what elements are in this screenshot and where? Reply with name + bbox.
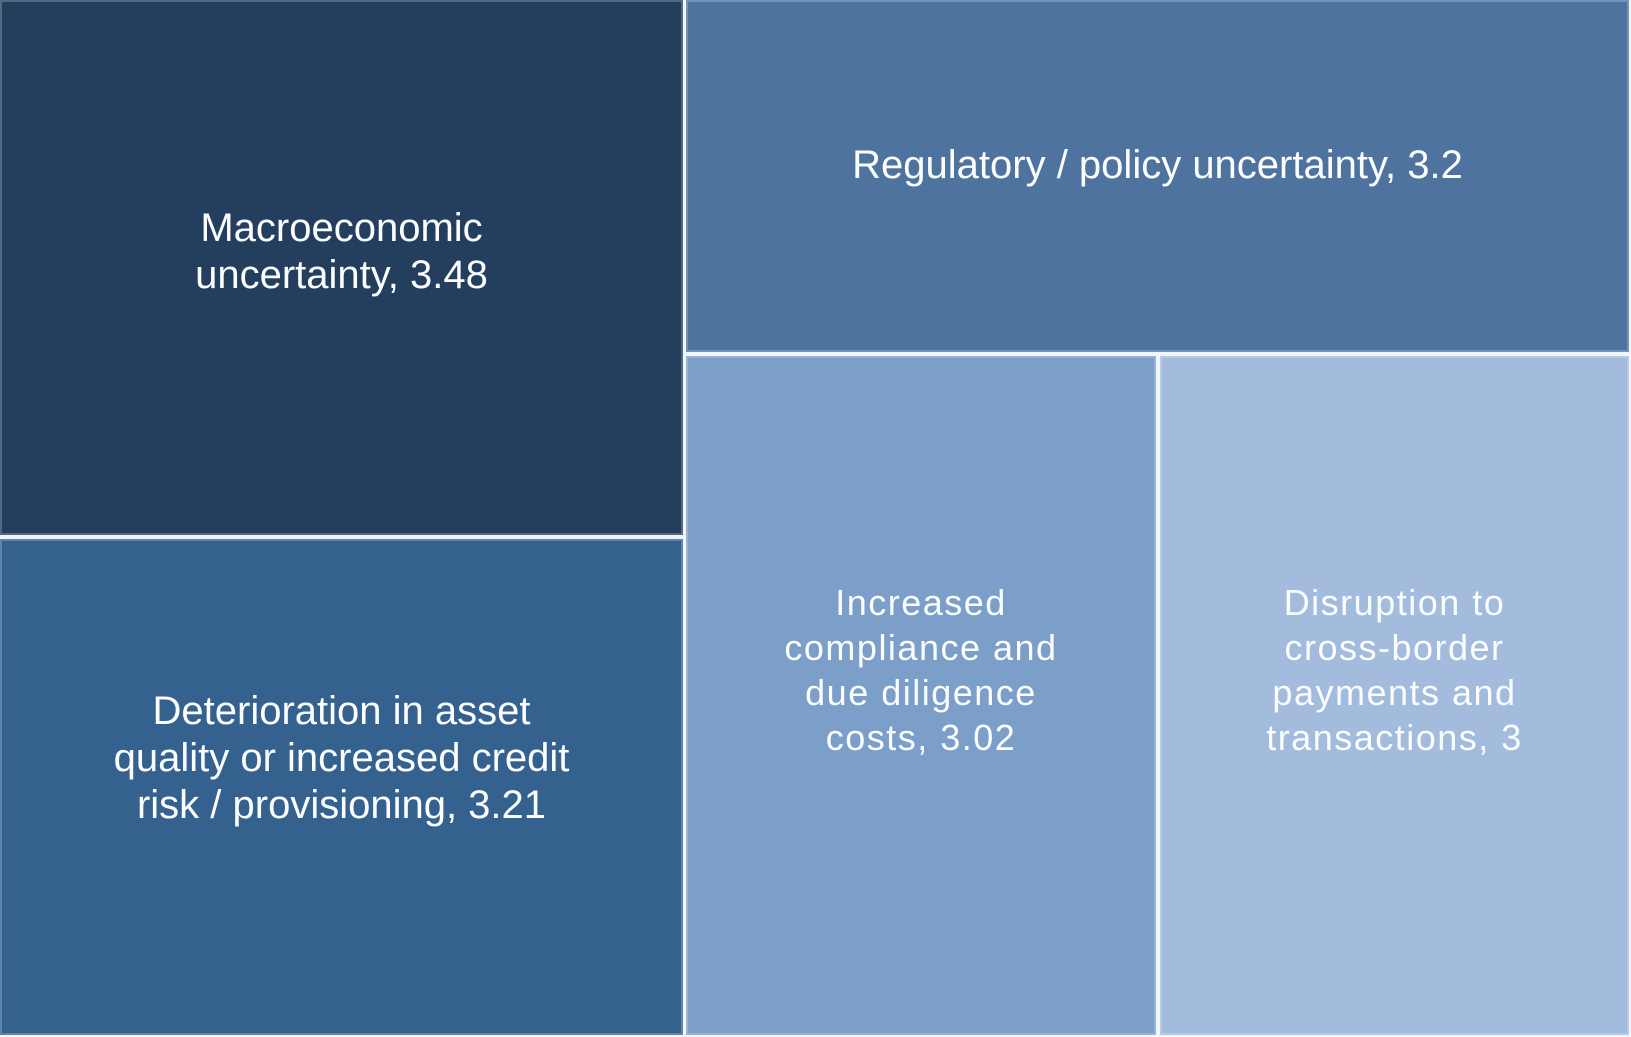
treemap-cell-disruption-cross-border-payments: Disruption to cross-border payments and …	[1160, 356, 1629, 1035]
treemap-label-disruption-cross-border-payments: Disruption to cross-border payments and …	[1266, 581, 1523, 758]
treemap-label-macroeconomic-uncertainty: Macroeconomic uncertainty, 3.48	[195, 205, 488, 297]
treemap-cell-macroeconomic-uncertainty: Macroeconomic uncertainty, 3.48	[0, 0, 683, 535]
treemap-cell-regulatory-policy-uncertainty: Regulatory / policy uncertainty, 3.2	[686, 0, 1629, 352]
treemap-label-increased-compliance-costs: Increased compliance and due diligence c…	[784, 581, 1058, 758]
treemap-cell-deterioration-asset-quality: Deterioration in asset quality or increa…	[0, 539, 683, 1035]
treemap-label-deterioration-asset-quality: Deterioration in asset quality or increa…	[113, 688, 570, 827]
treemap-cell-increased-compliance-costs: Increased compliance and due diligence c…	[686, 356, 1156, 1035]
treemap-label-regulatory-policy-uncertainty: Regulatory / policy uncertainty, 3.2	[852, 142, 1463, 187]
